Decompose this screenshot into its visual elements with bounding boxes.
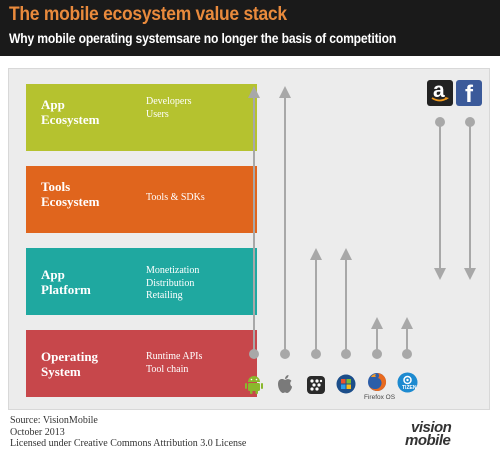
page-title: The mobile ecosystem value stack — [9, 4, 287, 25]
blackberry-icon — [307, 376, 325, 394]
license-text: Licensed under Creative Commons Attribut… — [10, 438, 247, 449]
firefox-icon — [367, 372, 387, 392]
visionmobile-logo: vision mobile — [405, 419, 452, 449]
layer-tools-ecosystem: Tools Ecosystem Tools & SDKs — [26, 166, 257, 233]
arrow-firefox — [371, 317, 383, 359]
date-text: October 2013 — [10, 426, 65, 438]
android-icon — [245, 374, 263, 394]
tizen-icon — [397, 372, 418, 393]
layer-name: App Ecosystem — [41, 97, 100, 127]
firefox-os-label: Firefox OS — [364, 394, 396, 401]
facebook-icon: f — [456, 80, 482, 106]
layer-description: Monetization Distribution Retailing — [146, 265, 200, 301]
arrow-android — [248, 86, 260, 359]
amazon-icon: a — [427, 79, 453, 106]
layer-name: Operating System — [41, 349, 99, 379]
footer-credits: Source: VisionMobile October 2013 Licens… — [10, 415, 246, 450]
layer-name: Tools Ecosystem — [41, 179, 100, 209]
source-text: Source: VisionMobile — [10, 415, 98, 426]
layer-name: App Platform — [41, 267, 91, 297]
layer-app-ecosystem: App Ecosystem Developers Users — [26, 84, 257, 151]
layer-description: Runtime APIs Tool chain — [146, 351, 203, 375]
apple-icon — [276, 374, 294, 394]
arrow-tizen — [401, 317, 413, 359]
layer-description: Tools & SDKs — [146, 192, 205, 203]
layer-operating-system: Operating System Runtime APIs Tool chain — [26, 330, 257, 397]
layer-description: Developers Users — [146, 96, 192, 120]
arrow-windows — [340, 248, 352, 359]
arrow-blackberry — [310, 248, 322, 359]
layer-app-platform: App Platform Monetization Distribution R… — [26, 248, 257, 315]
arrow-amazon — [434, 117, 446, 280]
arrow-facebook — [464, 117, 476, 280]
windows-icon — [336, 374, 356, 394]
page-subtitle: Why mobile operating systemsare no longe… — [9, 31, 397, 46]
tizen-label: TIZEN — [402, 385, 417, 391]
arrow-apple — [279, 86, 291, 359]
header-bar: The mobile ecosystem value stack Why mob… — [0, 0, 500, 56]
